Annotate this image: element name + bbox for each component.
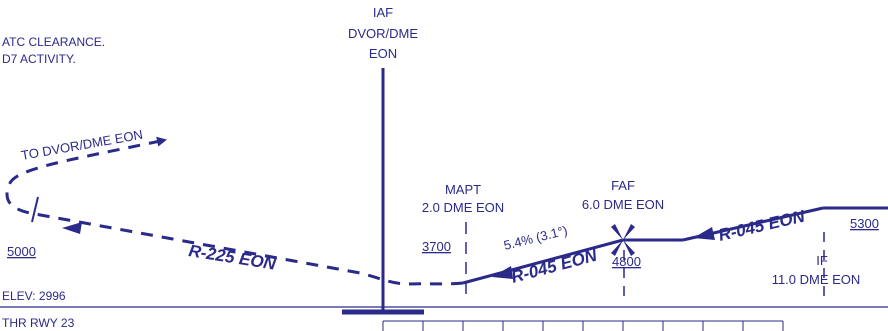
intermediate-arrow	[693, 227, 715, 240]
final-approach-line	[462, 238, 624, 285]
distance-scale	[382, 320, 784, 331]
mapt-label: MAPT	[445, 182, 481, 197]
airport-elevation: ELEV: 2996	[2, 289, 66, 303]
if-distance: 11.0 DME EON	[772, 272, 861, 287]
intermediate-radial-label: R-045 EON	[717, 206, 808, 244]
missed-approach-altitude: 5000	[7, 244, 36, 259]
iaf-name: DVOR/DME	[348, 26, 418, 41]
note-line-2: D7 ACTIVITY.	[2, 52, 76, 66]
glide-slope-text: 5.4% (3.1°)	[502, 223, 569, 253]
faf-label: FAF	[611, 178, 635, 193]
outbound-radial-label: R-225 EON	[187, 241, 277, 274]
final-radial-label: R-045 EON	[509, 246, 599, 287]
iaf-label: IAF	[373, 5, 393, 20]
outbound-arrow	[62, 222, 82, 234]
if-label: IF	[816, 253, 828, 268]
iaf-id: EON	[369, 46, 397, 61]
mapt-altitude: 3700	[422, 239, 451, 254]
runway-threshold: THR RWY 23	[2, 316, 75, 330]
note-line-1: ATC CLEARANCE.	[2, 35, 105, 49]
faf-distance: 6.0 DME EON	[582, 197, 664, 212]
final-approach-arrow	[492, 266, 513, 279]
mapt-distance: 2.0 DME EON	[422, 200, 504, 215]
missed-approach-path	[5, 136, 464, 286]
faf-altitude: 4800	[612, 254, 641, 269]
missed-approach-text: TO DVOR/DME EON	[20, 127, 144, 163]
if-altitude: 5300	[850, 216, 879, 231]
missed-altitude-tick	[31, 196, 39, 223]
faf-maltese-cross-icon	[611, 224, 635, 256]
